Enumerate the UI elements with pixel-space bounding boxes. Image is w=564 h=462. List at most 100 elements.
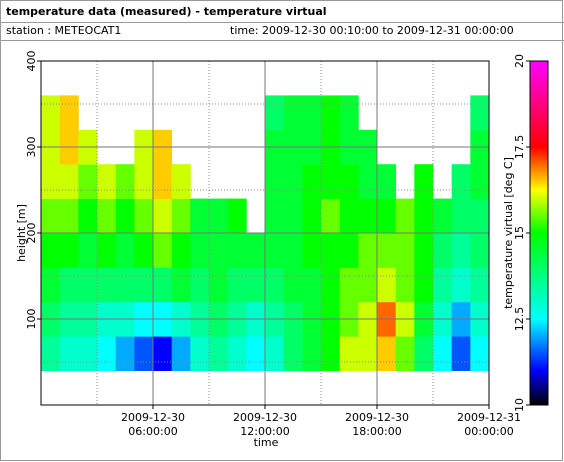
heat-cell	[265, 164, 285, 199]
heat-cell	[377, 198, 397, 234]
heat-cell	[227, 233, 247, 268]
heat-cell	[302, 336, 322, 371]
heat-cell	[190, 198, 210, 234]
heat-cell	[97, 233, 117, 268]
heat-cell	[339, 267, 359, 303]
heat-cell	[451, 233, 471, 268]
heat-cell	[246, 233, 266, 268]
heat-cell	[321, 233, 341, 268]
heat-cell	[414, 164, 434, 199]
x-tick-label: 18:00:00	[352, 425, 401, 438]
x-tick-label: 2009-12-31	[457, 411, 521, 424]
heat-cell	[414, 267, 434, 303]
heat-cell	[433, 267, 453, 303]
heat-cell	[358, 198, 378, 234]
heat-cell	[227, 198, 247, 234]
heat-cell	[134, 198, 154, 234]
heat-cell	[433, 198, 453, 234]
heat-cell	[470, 267, 490, 303]
heat-cell	[302, 164, 322, 199]
heat-cell	[377, 336, 397, 371]
heat-cell	[171, 267, 191, 303]
x-tick-label: 2009-12-30	[121, 411, 185, 424]
x-axis-label: time	[254, 436, 279, 449]
heat-cell	[134, 267, 154, 303]
heat-cell	[451, 164, 471, 199]
heat-cell	[153, 267, 173, 303]
heat-cell	[414, 336, 434, 371]
y-axis-label: height [m]	[15, 204, 28, 262]
heat-cell	[451, 198, 471, 234]
heat-cell	[78, 233, 98, 268]
heat-cell	[153, 164, 173, 199]
colorbar-tick-label: 20	[513, 54, 526, 68]
y-tick-label: 300	[25, 137, 38, 158]
heat-cell	[358, 267, 378, 303]
heat-cell	[227, 336, 247, 371]
heat-cell	[377, 233, 397, 268]
heat-cell	[134, 164, 154, 199]
heat-cell	[470, 198, 490, 234]
heat-cell	[153, 233, 173, 268]
heat-cell	[395, 198, 415, 234]
heat-cell	[246, 267, 266, 303]
heat-cell	[246, 336, 266, 371]
heat-cell	[41, 164, 61, 199]
heat-cell	[433, 233, 453, 268]
heat-cell	[115, 198, 135, 234]
heat-cell	[41, 267, 61, 303]
plot-border	[40, 60, 490, 406]
heat-cell	[41, 233, 61, 268]
heat-cell	[339, 233, 359, 268]
heat-cell	[470, 164, 490, 199]
colorbar-tick-label: 10	[513, 398, 526, 412]
x-tick-label: 06:00:00	[128, 425, 177, 438]
heat-cell	[171, 336, 191, 371]
heat-cell	[59, 164, 79, 199]
heat-cell	[414, 198, 434, 234]
heat-cell	[115, 233, 135, 268]
heat-cell	[321, 198, 341, 234]
heat-cell	[414, 233, 434, 268]
colorbar	[529, 60, 549, 406]
heat-cell	[377, 164, 397, 199]
heat-cell	[283, 95, 303, 131]
heat-cell	[433, 336, 453, 371]
y-tick-label: 200	[25, 223, 38, 244]
heat-cell	[97, 336, 117, 371]
colorbar-tick-label: 12.5	[513, 307, 526, 332]
heat-cell	[97, 164, 117, 199]
colorbar-label: temperature virtual [deg C]	[502, 157, 515, 309]
heat-cell	[470, 233, 490, 268]
heat-cell	[265, 233, 285, 268]
heat-cell	[209, 198, 229, 234]
heat-cell	[78, 164, 98, 199]
colorbar-tick-label: 17.5	[513, 135, 526, 160]
y-tick-label: 100	[25, 309, 38, 330]
heat-cell	[190, 267, 210, 303]
heat-cell	[451, 267, 471, 303]
heat-cell	[97, 267, 117, 303]
heat-cell	[339, 336, 359, 371]
heat-cell	[115, 336, 135, 371]
heat-cell	[339, 198, 359, 234]
heat-cell	[283, 267, 303, 303]
heat-cell	[209, 336, 229, 371]
time-range: time: 2009-12-30 00:10:00 to 2009-12-31 …	[230, 24, 514, 37]
heat-cell	[59, 95, 79, 131]
heat-cell	[78, 336, 98, 371]
heat-cell	[59, 267, 79, 303]
heat-cell	[321, 336, 341, 371]
heat-cell	[78, 267, 98, 303]
x-tick-label: 2009-12-30	[345, 411, 409, 424]
heat-cell	[115, 267, 135, 303]
heat-cell	[377, 267, 397, 303]
heat-cell	[209, 267, 229, 303]
heat-cell	[265, 198, 285, 234]
heat-cell	[339, 164, 359, 199]
heat-cell	[59, 336, 79, 371]
heat-cell	[41, 336, 61, 371]
heat-cell	[171, 164, 191, 199]
x-tick-label: 2009-12-30	[233, 411, 297, 424]
